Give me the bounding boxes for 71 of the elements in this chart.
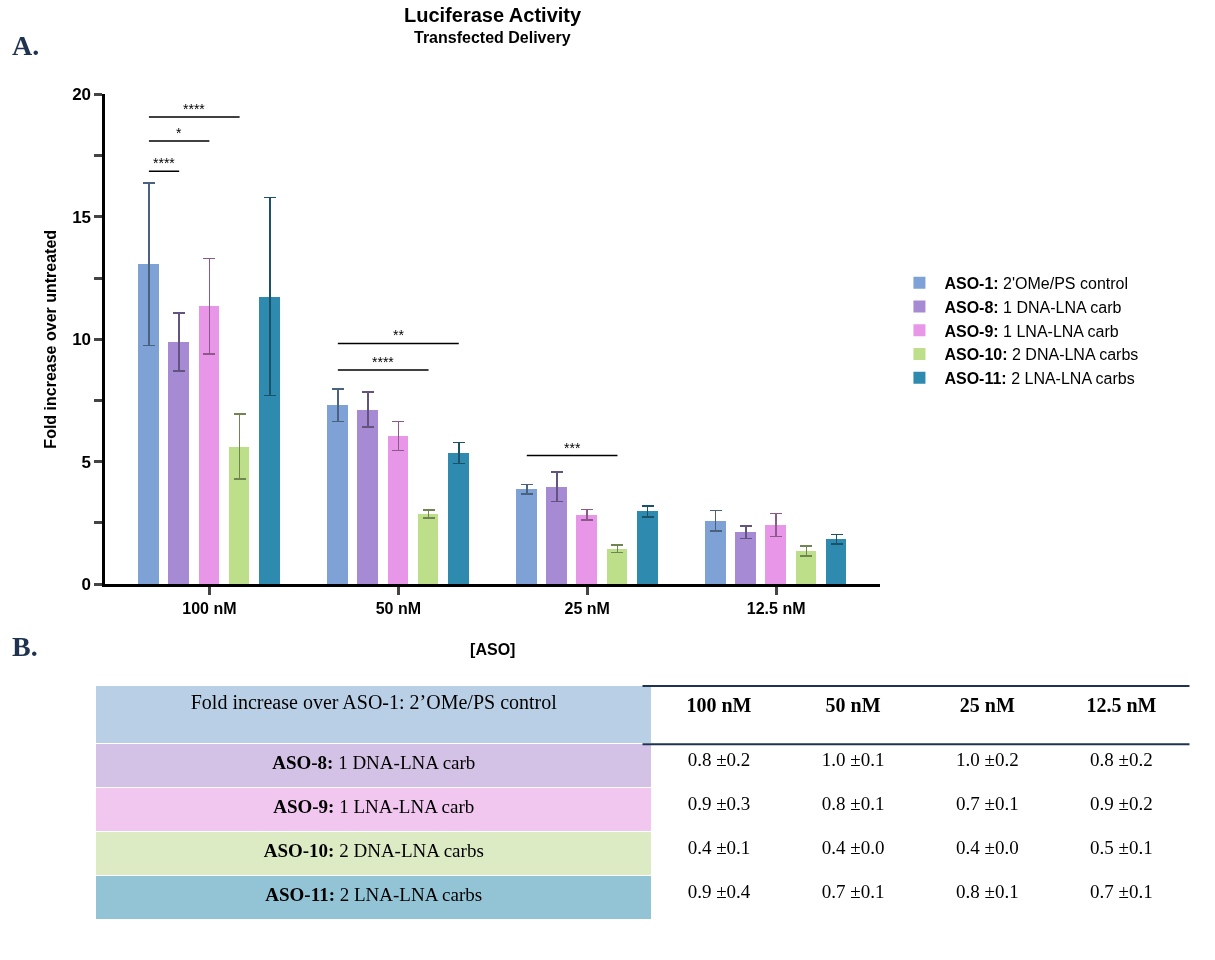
- bar: [388, 436, 409, 585]
- bar: [259, 297, 281, 585]
- bar: [576, 515, 598, 585]
- y-axis-title: Fold increase over untreated: [42, 229, 60, 449]
- bar: [826, 539, 847, 585]
- chart-subtitle: Transfected Delivery: [414, 29, 571, 46]
- category-label: 25 nM: [959, 693, 1015, 716]
- category-label: ASO-9: 1 LNA-LNA carb: [273, 795, 475, 817]
- y-tick-label: 10: [72, 330, 92, 350]
- x-axis-title: [ASO]: [470, 641, 516, 659]
- legend-label: ASO-10: 2 DNA-LNA carbs: [944, 346, 1139, 364]
- text: 1.0 ±0.1: [821, 749, 885, 771]
- y-tick-label: 0: [81, 575, 92, 595]
- text: 0.4 ±0.0: [821, 837, 885, 859]
- y-tick-label: 5: [81, 452, 92, 472]
- bar: [418, 514, 439, 585]
- annotation: ****: [153, 155, 176, 171]
- bar: [765, 525, 787, 585]
- category-label: Fold increase over ASO-1: 2’OMe/PS control: [190, 690, 558, 713]
- bar: [168, 342, 190, 585]
- text: 0.7 ±0.1: [821, 881, 885, 903]
- text: 0.8 ±0.1: [955, 881, 1019, 903]
- annotation: *: [176, 125, 182, 141]
- bar: [607, 549, 628, 585]
- text: 0.7 ±0.1: [1090, 881, 1153, 903]
- chart-title: Luciferase Activity: [404, 4, 582, 26]
- bar: [448, 453, 470, 585]
- y-tick-label: 15: [72, 207, 92, 227]
- text: A.: [12, 30, 40, 61]
- bar: [637, 511, 659, 585]
- legend-label: ASO-1: 2'OMe/PS control: [944, 274, 1128, 292]
- text: 0.8 ±0.2: [1090, 749, 1153, 771]
- category-label: 12.5 nM: [1086, 693, 1157, 716]
- x-tick-label: 100 nM: [182, 600, 237, 618]
- bar: [735, 532, 757, 585]
- text: 1.0 ±0.2: [955, 749, 1019, 771]
- category-label: ASO-10: 2 DNA-LNA carbs: [263, 839, 484, 861]
- x-tick-label: 50 nM: [375, 600, 421, 618]
- text: 0.8 ±0.2: [687, 749, 751, 771]
- annotation: ****: [372, 354, 395, 370]
- annotation: ****: [183, 101, 206, 117]
- text: 0.7 ±0.1: [955, 793, 1019, 815]
- text: 0.8 ±0.1: [821, 793, 885, 815]
- legend-label: ASO-9: 1 LNA-LNA carb: [944, 322, 1119, 340]
- bar: [327, 405, 349, 585]
- bar: [516, 489, 538, 585]
- text: 0.4 ±0.1: [687, 837, 751, 859]
- bar: [229, 447, 250, 585]
- y-tick-label: 20: [72, 85, 92, 105]
- text: 0.5 ±0.1: [1090, 837, 1153, 859]
- bar: [796, 551, 817, 585]
- legend-label: ASO-8: 1 DNA-LNA carb: [944, 298, 1122, 316]
- text: B.: [12, 631, 38, 662]
- category-label: ASO-8: 1 DNA-LNA carb: [272, 751, 476, 773]
- annotation: **: [393, 327, 405, 343]
- bar: [546, 487, 568, 585]
- bar: [138, 264, 160, 585]
- text: 0.9 ±0.4: [687, 881, 751, 903]
- category-label: 100 nM: [686, 693, 752, 716]
- annotation: ***: [564, 440, 581, 456]
- category-label: ASO-11: 2 LNA-LNA carbs: [265, 883, 483, 905]
- bar: [705, 521, 727, 585]
- bar: [357, 410, 379, 585]
- text: 0.4 ±0.0: [955, 837, 1019, 859]
- text: 0.9 ±0.3: [687, 793, 751, 815]
- bar: [199, 306, 220, 585]
- category-label: 50 nM: [825, 693, 881, 716]
- legend-label: ASO-11: 2 LNA-LNA carbs: [944, 370, 1135, 388]
- text: 0.9 ±0.2: [1090, 793, 1153, 815]
- x-tick-label: 12.5 nM: [746, 600, 806, 618]
- x-tick-label: 25 nM: [564, 600, 610, 618]
